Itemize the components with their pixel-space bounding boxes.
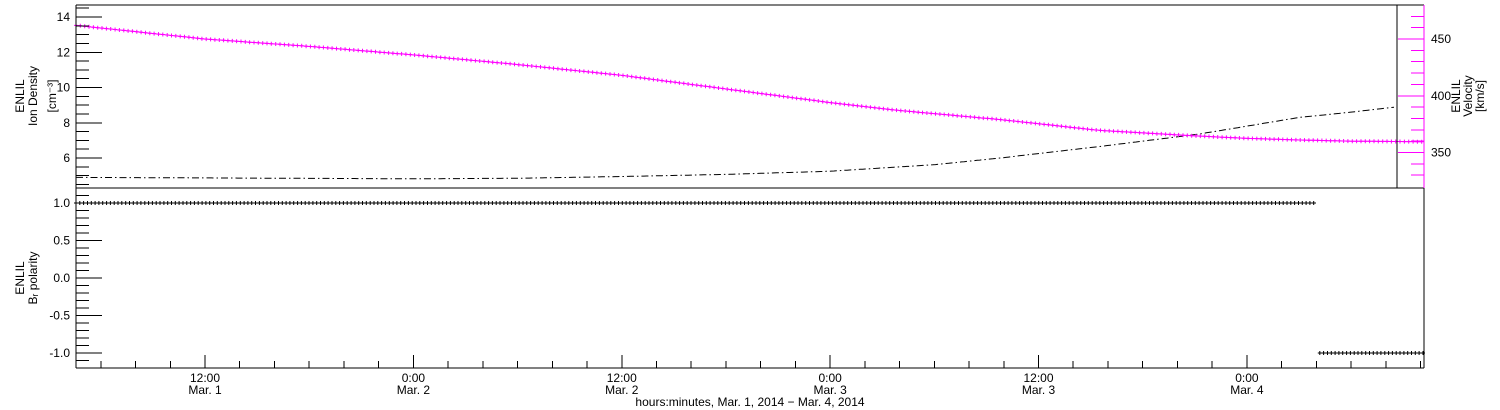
polarity-tick-label: -0.5 <box>49 309 70 323</box>
x-tick-time: 12:00 <box>1023 371 1053 385</box>
x-tick-time: 0:00 <box>402 371 426 385</box>
series-ion-density <box>76 106 1395 180</box>
x-axis-title: hours:minutes, Mar. 1, 2014 − Mar. 4, 20… <box>635 395 864 409</box>
axes-layer: 68101214350400450-1.0-0.50.00.51.012:00M… <box>13 4 1487 409</box>
density-axis-title-line-1: Ion Density <box>26 66 40 126</box>
x-tick-date: Mar. 4 <box>1230 383 1264 397</box>
series-polarity-markers-1 <box>1317 351 1425 355</box>
x-tick-time: 12:00 <box>190 371 220 385</box>
velocity-tick-label: 450 <box>1431 32 1451 46</box>
density-tick-label: 8 <box>63 116 70 130</box>
velocity-tick-label: 400 <box>1431 89 1451 103</box>
series-layer <box>74 23 1425 355</box>
density-tick-label: 10 <box>57 81 71 95</box>
x-tick-date: Mar. 2 <box>605 383 639 397</box>
x-tick-date: Mar. 3 <box>813 383 847 397</box>
velocity-axis-title-line-0: ENLIL <box>1449 79 1463 113</box>
polarity-tick-label: -1.0 <box>49 346 70 360</box>
density-axis-title-line-2: [cm⁻³] <box>45 80 59 113</box>
density-tick-label: 6 <box>63 151 70 165</box>
polarity-tick-label: 0.5 <box>53 234 70 248</box>
velocity-tick-label: 350 <box>1431 146 1451 160</box>
series-velocity-markers <box>74 23 1424 144</box>
polarity-axis-title-line-1: Bᵣ polarity <box>26 252 40 305</box>
velocity-axis-title-line-1: Velocity <box>1461 75 1475 116</box>
x-tick-date: Mar. 2 <box>397 383 431 397</box>
density-tick-label: 12 <box>57 45 71 59</box>
polarity-tick-label: 0.0 <box>53 271 70 285</box>
x-tick-time: 0:00 <box>1235 371 1259 385</box>
x-tick-time: 12:00 <box>607 371 637 385</box>
x-tick-date: Mar. 3 <box>1022 383 1056 397</box>
polarity-axis-title-line-0: ENLIL <box>13 261 27 295</box>
series-velocity-line <box>75 24 1422 143</box>
x-tick-date: Mar. 1 <box>188 383 222 397</box>
polarity-tick-label: 1.0 <box>53 196 70 210</box>
x-tick-time: 0:00 <box>818 371 842 385</box>
density-axis-title-line-0: ENLIL <box>13 79 27 113</box>
density-tick-label: 14 <box>57 10 71 24</box>
velocity-axis-title-line-2: [km/s] <box>1473 80 1487 112</box>
series-polarity-markers-0 <box>74 201 1316 205</box>
